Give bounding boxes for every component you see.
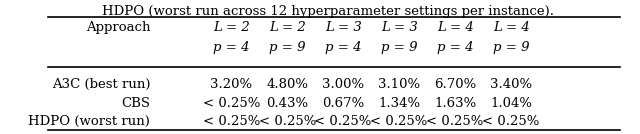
Text: A3C (best run): A3C (best run) xyxy=(52,78,150,91)
Text: p = 9: p = 9 xyxy=(381,41,417,54)
Text: p = 9: p = 9 xyxy=(493,41,529,54)
Text: 4.80%: 4.80% xyxy=(266,78,308,91)
Text: 3.20%: 3.20% xyxy=(210,78,252,91)
Text: p = 4: p = 4 xyxy=(213,41,250,54)
Text: 0.43%: 0.43% xyxy=(266,97,308,110)
Text: 1.34%: 1.34% xyxy=(378,97,420,110)
Text: < 0.25%: < 0.25% xyxy=(314,115,372,128)
Text: < 0.25%: < 0.25% xyxy=(259,115,316,128)
Text: 1.04%: 1.04% xyxy=(490,97,532,110)
Text: p = 9: p = 9 xyxy=(269,41,305,54)
Text: < 0.25%: < 0.25% xyxy=(426,115,484,128)
Text: L = 2: L = 2 xyxy=(213,21,250,34)
Text: 3.00%: 3.00% xyxy=(322,78,364,91)
Text: < 0.25%: < 0.25% xyxy=(202,115,260,128)
Text: < 0.25%: < 0.25% xyxy=(483,115,540,128)
Text: 1.63%: 1.63% xyxy=(434,97,476,110)
Text: p = 4: p = 4 xyxy=(325,41,362,54)
Text: L = 3: L = 3 xyxy=(324,21,362,34)
Text: p = 4: p = 4 xyxy=(437,41,474,54)
Text: < 0.25%: < 0.25% xyxy=(202,97,260,110)
Text: < 0.25%: < 0.25% xyxy=(371,115,428,128)
Text: L = 4: L = 4 xyxy=(436,21,474,34)
Text: L = 2: L = 2 xyxy=(269,21,305,34)
Text: 6.70%: 6.70% xyxy=(434,78,476,91)
Text: 3.40%: 3.40% xyxy=(490,78,532,91)
Text: Approach: Approach xyxy=(86,21,150,34)
Text: 3.10%: 3.10% xyxy=(378,78,420,91)
Text: CBS: CBS xyxy=(122,97,150,110)
Text: HDPO (worst run across 12 hyperparameter settings per instance).: HDPO (worst run across 12 hyperparameter… xyxy=(102,5,554,18)
Text: L = 4: L = 4 xyxy=(493,21,529,34)
Text: HDPO (worst run): HDPO (worst run) xyxy=(28,115,150,128)
Text: 0.67%: 0.67% xyxy=(322,97,364,110)
Text: L = 3: L = 3 xyxy=(381,21,417,34)
